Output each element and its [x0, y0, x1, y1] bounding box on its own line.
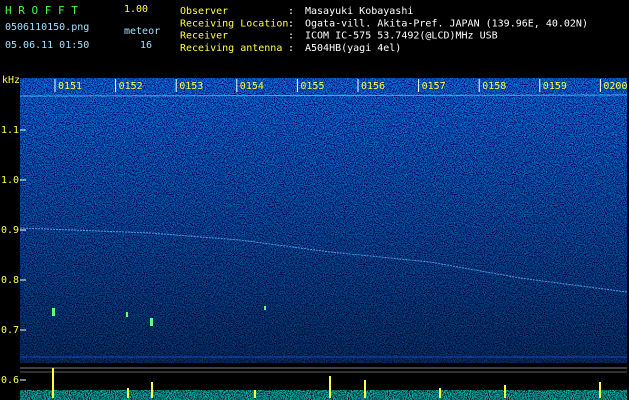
time-label: 0154: [240, 81, 264, 92]
time-label: 0158: [482, 81, 506, 92]
station-label: Receiving antenna: [180, 43, 282, 54]
station-separator: :: [288, 31, 294, 42]
time-label: 0151: [58, 81, 82, 92]
station-label: Receiver: [180, 31, 228, 42]
time-label: 0152: [119, 81, 143, 92]
timestamp: 05.06.11 01:50: [5, 40, 89, 51]
station-value: ICOM IC-575 53.7492(@LCD)MHz USB: [305, 31, 498, 42]
freq-label: 1.0: [1, 175, 19, 186]
file-name: 0506110150.png: [5, 22, 89, 33]
freq-label: 0.6: [1, 375, 19, 386]
app-version: 1.00: [124, 4, 148, 15]
time-label: 0159: [543, 81, 567, 92]
level-noise: [20, 390, 627, 400]
spectrogram-fade: [20, 78, 627, 363]
station-separator: :: [288, 43, 294, 54]
meteor-count: 16: [140, 40, 152, 51]
station-label: Receiving Location: [180, 18, 288, 29]
station-separator: :: [288, 18, 294, 29]
station-value: A504HB(yagi 4el): [305, 43, 401, 54]
station-value: Ogata-vill. Akita-Pref. JAPAN (139.96E, …: [305, 18, 588, 29]
app-name: H R O F F T: [5, 4, 78, 17]
station-separator: :: [288, 6, 294, 17]
freq-label: 1.1: [1, 125, 19, 136]
meteor-echoes: [52, 306, 266, 326]
time-label: 0156: [361, 81, 385, 92]
freq-unit: kHz: [2, 75, 20, 86]
station-value: Masayuki Kobayashi: [305, 6, 413, 17]
meteor-label: meteor: [124, 26, 160, 37]
meteor-spikes: [52, 368, 601, 398]
time-label: 0155: [300, 81, 324, 92]
freq-label: 0.9: [1, 225, 19, 236]
carrier-line: [19, 94, 628, 97]
station-label: Observer: [180, 6, 228, 17]
time-label: 0153: [179, 81, 203, 92]
time-label: 0157: [422, 81, 446, 92]
time-label: 0200: [603, 81, 627, 92]
freq-label: 0.8: [1, 275, 19, 286]
drift-line: [19, 227, 628, 293]
freq-label: 0.7: [1, 325, 19, 336]
